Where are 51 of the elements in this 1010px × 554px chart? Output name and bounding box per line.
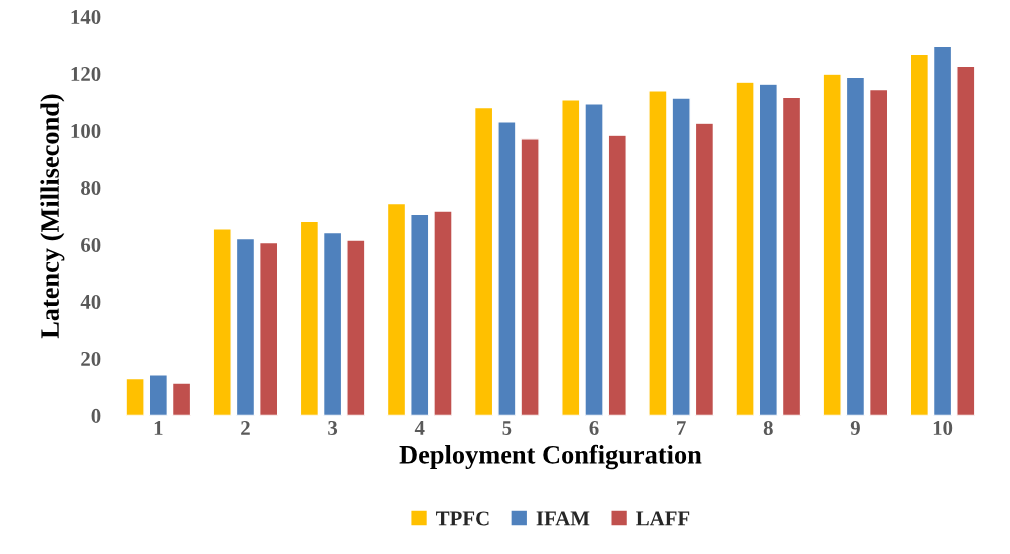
bar bbox=[473, 106, 494, 416]
y-axis-title: Latency (Millisecond) bbox=[40, 94, 65, 339]
bar bbox=[171, 382, 192, 416]
y-tick-label: 20 bbox=[81, 351, 101, 366]
legend-label: TPFC bbox=[436, 511, 489, 526]
y-tick-label: 60 bbox=[81, 237, 101, 252]
legend-label: IFAM bbox=[536, 511, 590, 526]
bar bbox=[497, 121, 517, 416]
bar bbox=[259, 241, 279, 416]
x-tick-label: 2 bbox=[241, 421, 250, 435]
y-tick-label: 140 bbox=[71, 9, 101, 25]
legend-label: LAFF bbox=[636, 511, 690, 526]
x-tick-label: 4 bbox=[414, 421, 425, 435]
y-tick-label: 100 bbox=[71, 123, 101, 139]
bar bbox=[346, 239, 366, 416]
y-tick-label: 40 bbox=[80, 294, 101, 309]
x-tick-label: 5 bbox=[502, 421, 512, 436]
x-tick-label: 8 bbox=[763, 420, 773, 436]
bar bbox=[671, 97, 691, 416]
bar bbox=[822, 73, 842, 416]
bar bbox=[584, 103, 604, 416]
bar bbox=[735, 81, 755, 416]
bar bbox=[125, 377, 145, 416]
bar bbox=[386, 202, 407, 416]
x-axis-title: Deployment Configuration bbox=[399, 444, 702, 470]
bar bbox=[781, 96, 802, 416]
bar bbox=[956, 65, 976, 416]
bar bbox=[868, 88, 889, 416]
bar bbox=[212, 228, 232, 416]
bar bbox=[561, 99, 581, 416]
bar bbox=[758, 83, 778, 416]
bar bbox=[648, 90, 668, 416]
y-tick-label: 80 bbox=[81, 180, 101, 195]
y-tick-label: 0 bbox=[91, 408, 101, 423]
bar bbox=[845, 76, 866, 416]
bar bbox=[299, 220, 320, 416]
bar bbox=[433, 210, 453, 416]
bar bbox=[694, 122, 715, 416]
x-tick-label: 7 bbox=[677, 421, 686, 435]
y-tick-label: 120 bbox=[71, 66, 101, 82]
bar bbox=[322, 231, 343, 416]
x-tick-label: 9 bbox=[850, 421, 860, 436]
x-tick-label: 1 bbox=[154, 421, 163, 435]
x-tick-label: 10 bbox=[933, 420, 953, 436]
bar bbox=[520, 138, 540, 416]
bar bbox=[235, 237, 256, 416]
bar bbox=[607, 134, 627, 416]
bar bbox=[410, 213, 430, 416]
x-tick-label: 3 bbox=[328, 421, 338, 436]
bar bbox=[148, 374, 169, 416]
x-tick-label: 6 bbox=[589, 421, 599, 436]
